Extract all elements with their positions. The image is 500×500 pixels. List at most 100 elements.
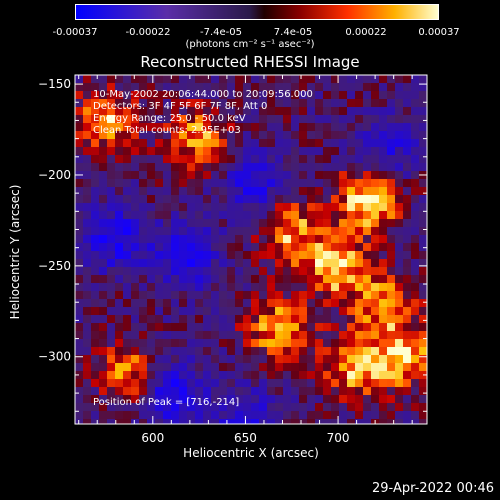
heatmap-cell <box>267 275 275 283</box>
heatmap-cell <box>283 179 291 187</box>
heatmap-cell <box>227 83 235 91</box>
heatmap-cell <box>131 387 139 395</box>
heatmap-cell <box>371 315 379 323</box>
heatmap-cell <box>331 355 339 363</box>
heatmap-cell <box>379 251 387 259</box>
heatmap-cell <box>171 91 179 99</box>
heatmap-cell <box>299 147 307 155</box>
heatmap-cell <box>307 275 315 283</box>
heatmap-cell <box>243 99 251 107</box>
heatmap-cell <box>379 371 387 379</box>
heatmap-cell <box>291 355 299 363</box>
heatmap-cell <box>187 203 195 211</box>
heatmap-cell <box>371 347 379 355</box>
heatmap-cell <box>99 115 107 123</box>
heatmap-cell <box>275 227 283 235</box>
heatmap-cell <box>75 147 83 155</box>
heatmap-cell <box>283 235 291 243</box>
heatmap-cell <box>363 387 371 395</box>
heatmap-cell <box>91 139 99 147</box>
heatmap-cell <box>395 131 403 139</box>
heatmap-cell <box>283 163 291 171</box>
heatmap-cell <box>91 411 99 419</box>
heatmap-cell <box>171 363 179 371</box>
heatmap-cell <box>251 83 259 91</box>
heatmap-cell <box>275 275 283 283</box>
heatmap-cell <box>243 411 251 419</box>
heatmap-cell <box>99 291 107 299</box>
heatmap-cell <box>107 411 115 419</box>
heatmap-cell <box>339 331 347 339</box>
heatmap-cell <box>179 155 187 163</box>
heatmap-cell <box>299 267 307 275</box>
heatmap-cell <box>91 347 99 355</box>
heatmap-cell <box>283 323 291 331</box>
heatmap-cell <box>227 139 235 147</box>
heatmap-cell <box>259 403 267 411</box>
heatmap-cell <box>139 259 147 267</box>
heatmap-cell <box>323 171 331 179</box>
heatmap-cell <box>107 219 115 227</box>
heatmap-cell <box>211 139 219 147</box>
heatmap-cell <box>331 363 339 371</box>
heatmap-cell <box>171 379 179 387</box>
heatmap-cell <box>75 331 83 339</box>
heatmap-cell <box>307 419 315 424</box>
heatmap-cell <box>307 331 315 339</box>
heatmap-cell <box>363 411 371 419</box>
heatmap-cell <box>131 339 139 347</box>
heatmap-cell <box>99 387 107 395</box>
heatmap-cell <box>259 363 267 371</box>
heatmap-cell <box>139 83 147 91</box>
heatmap-cell <box>251 123 259 131</box>
heatmap-cell <box>267 131 275 139</box>
heatmap-cell <box>227 323 235 331</box>
heatmap-cell <box>227 195 235 203</box>
heatmap-cell <box>339 163 347 171</box>
heatmap-cell <box>235 219 243 227</box>
heatmap-cell <box>115 163 123 171</box>
heatmap-cell <box>275 315 283 323</box>
heatmap-cell <box>227 283 235 291</box>
heatmap-cell <box>379 123 387 131</box>
heatmap-cell <box>259 107 267 115</box>
heatmap-cell <box>203 411 211 419</box>
heatmap-cell <box>115 331 123 339</box>
heatmap-cell <box>291 331 299 339</box>
heatmap-cell <box>379 171 387 179</box>
heatmap-cell <box>275 75 283 83</box>
heatmap-cell <box>131 347 139 355</box>
heatmap-cell <box>227 147 235 155</box>
heatmap-cell <box>411 323 419 331</box>
heatmap-cell <box>347 275 355 283</box>
heatmap-cell <box>91 227 99 235</box>
heatmap-cell <box>91 219 99 227</box>
heatmap-cell <box>115 123 123 131</box>
heatmap-cell <box>323 99 331 107</box>
heatmap-cell <box>243 259 251 267</box>
heatmap-cell <box>195 203 203 211</box>
heatmap-cell <box>211 99 219 107</box>
heatmap-cell <box>315 243 323 251</box>
heatmap-cell <box>411 315 419 323</box>
heatmap-cell <box>131 91 139 99</box>
heatmap-cell <box>203 299 211 307</box>
heatmap-cell <box>171 179 179 187</box>
heatmap-cell <box>235 243 243 251</box>
heatmap-cell <box>395 163 403 171</box>
heatmap-cell <box>379 275 387 283</box>
heatmap-cell <box>147 283 155 291</box>
heatmap-cell <box>275 283 283 291</box>
heatmap-cell <box>83 251 91 259</box>
heatmap-cell <box>155 371 163 379</box>
heatmap-cell <box>91 339 99 347</box>
heatmap-cell <box>395 83 403 91</box>
heatmap-cell <box>419 83 427 91</box>
heatmap-cell <box>203 355 211 363</box>
heatmap-cell <box>323 363 331 371</box>
heatmap-cell <box>299 411 307 419</box>
heatmap-cell <box>155 235 163 243</box>
heatmap-cell <box>235 347 243 355</box>
heatmap-cell <box>115 267 123 275</box>
